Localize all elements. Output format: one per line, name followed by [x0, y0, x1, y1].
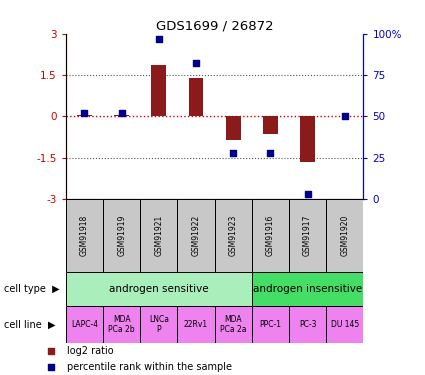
Point	[81, 110, 88, 116]
Bar	[178, 199, 215, 272]
Text: MDA
PCa 2a: MDA PCa 2a	[220, 315, 246, 334]
Text: cell line  ▶: cell line ▶	[4, 320, 56, 329]
Bar	[140, 199, 178, 272]
Bar	[252, 306, 289, 343]
Bar	[178, 306, 215, 343]
Text: cell type  ▶: cell type ▶	[4, 284, 60, 294]
Text: GSM91919: GSM91919	[117, 214, 126, 256]
Text: LNCa
P: LNCa P	[149, 315, 169, 334]
Text: LAPC-4: LAPC-4	[71, 320, 98, 329]
Text: percentile rank within the sample: percentile rank within the sample	[67, 362, 232, 372]
Bar	[252, 199, 289, 272]
Text: GSM91922: GSM91922	[192, 214, 201, 256]
Bar	[140, 306, 178, 343]
Bar	[289, 306, 326, 343]
Text: log2 ratio: log2 ratio	[67, 346, 113, 355]
Text: androgen insensitive: androgen insensitive	[253, 284, 362, 294]
Bar	[66, 272, 252, 306]
Bar	[252, 272, 363, 306]
Text: DU 145: DU 145	[331, 320, 359, 329]
Text: GSM91923: GSM91923	[229, 214, 238, 256]
Bar	[151, 65, 166, 116]
Bar	[289, 199, 326, 272]
Text: androgen sensitive: androgen sensitive	[109, 284, 209, 294]
Bar	[189, 78, 204, 116]
Bar	[226, 116, 241, 140]
Point	[48, 348, 54, 354]
Point	[341, 113, 348, 119]
Bar	[77, 115, 92, 116]
Text: GSM91917: GSM91917	[303, 214, 312, 256]
Text: PPC-1: PPC-1	[259, 320, 281, 329]
Text: GSM91921: GSM91921	[154, 214, 163, 256]
Text: GSM91920: GSM91920	[340, 214, 349, 256]
Bar	[114, 115, 129, 116]
Point	[193, 60, 199, 66]
Point	[230, 150, 237, 156]
Text: GSM91916: GSM91916	[266, 214, 275, 256]
Bar	[66, 199, 103, 272]
Text: MDA
PCa 2b: MDA PCa 2b	[108, 315, 135, 334]
Bar	[215, 199, 252, 272]
Bar	[103, 199, 140, 272]
Point	[304, 191, 311, 197]
Text: 22Rv1: 22Rv1	[184, 320, 208, 329]
Bar	[103, 306, 140, 343]
Bar	[215, 306, 252, 343]
Point	[267, 150, 274, 156]
Bar	[326, 199, 363, 272]
Point	[118, 110, 125, 116]
Title: GDS1699 / 26872: GDS1699 / 26872	[156, 20, 273, 33]
Bar	[66, 306, 103, 343]
Bar	[263, 116, 278, 134]
Bar	[300, 116, 315, 162]
Text: GSM91918: GSM91918	[80, 214, 89, 256]
Point	[48, 364, 54, 370]
Point	[156, 36, 162, 42]
Text: PC-3: PC-3	[299, 320, 316, 329]
Bar	[326, 306, 363, 343]
